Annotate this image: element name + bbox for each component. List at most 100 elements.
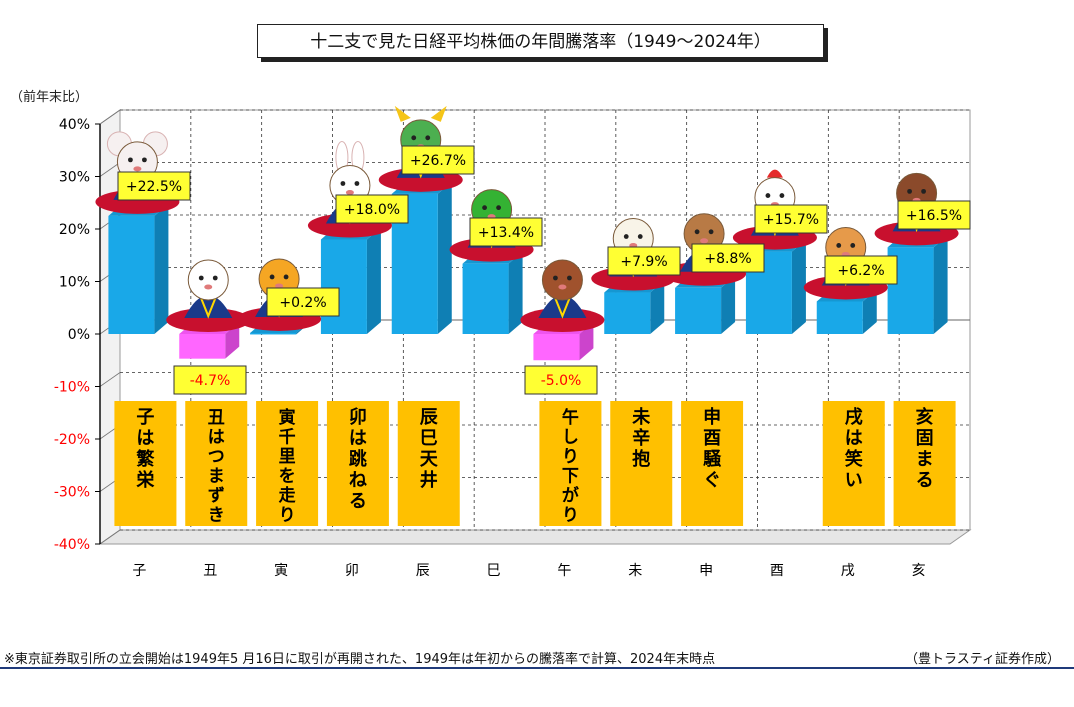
x-axis: 子丑寅卯辰巳午未申酉戌亥	[132, 562, 925, 579]
bar-side	[225, 322, 240, 359]
y-tick-label: 20%	[59, 222, 90, 238]
data-label-text: +22.5%	[126, 179, 182, 195]
head	[541, 259, 583, 301]
x-tick-label: 申	[699, 563, 713, 579]
bar-side	[933, 235, 948, 334]
data-label-text: +18.0%	[344, 202, 400, 218]
y-tick-label: -40%	[54, 537, 90, 553]
saying-box	[681, 401, 744, 526]
saying-box	[185, 401, 248, 526]
head	[187, 259, 229, 301]
y-tick-label: 30%	[59, 170, 90, 186]
data-label: -4.7%	[173, 365, 247, 395]
chart-title: 十二支で見た日経平均株価の年間騰落率（1949～2024年）	[257, 24, 824, 58]
data-label-text: -4.7%	[190, 373, 231, 389]
data-label-text: +6.2%	[837, 263, 884, 279]
bar	[462, 251, 523, 334]
bar-side	[579, 322, 594, 361]
footnote: ※東京証券取引所の立会開始は1949年5 月16日に取引が再開された、1949年…	[4, 652, 716, 667]
h-gridline-side	[99, 109, 121, 125]
data-label: +13.4%	[469, 217, 543, 247]
y-axis-unit: （前年末比）	[10, 90, 89, 105]
bar-side	[437, 181, 452, 334]
x-tick-label: 子	[132, 563, 146, 579]
x-tick-label: 未	[628, 563, 642, 579]
bar-front	[675, 287, 722, 334]
data-label-text: +0.2%	[279, 295, 326, 311]
saying-box	[893, 401, 956, 526]
data-label-box	[173, 365, 247, 395]
eye	[850, 243, 856, 248]
eye	[567, 275, 572, 281]
kimono	[184, 295, 233, 318]
x-tick-label: 酉	[770, 563, 784, 579]
data-label-box	[897, 200, 971, 230]
bar-side	[721, 275, 736, 334]
data-label-box	[607, 246, 681, 276]
saying-text: 午しり下がり	[562, 407, 579, 526]
y-axis: 40% 30% 20% 10% 0% -10% -20% -30% -40%	[54, 117, 101, 553]
eye	[694, 229, 700, 235]
sayings: 子は繁栄 丑はつまずき 寅千里を走り 卯は跳ねる 辰巳天井 午しり下がり 未辛抱 申酉騒ぐ 戌は…	[114, 401, 956, 526]
nose	[275, 283, 284, 289]
floor	[98, 529, 972, 545]
saying-box	[822, 401, 885, 526]
y-tick-label: -20%	[54, 432, 90, 448]
eye	[708, 229, 714, 235]
eye	[907, 188, 912, 194]
data-label: -5.0%	[524, 365, 598, 395]
saying-text: 寅千里を走り	[279, 407, 296, 526]
kimono	[538, 295, 587, 318]
bar-front	[816, 301, 863, 334]
eye	[637, 234, 643, 239]
data-label: +0.2%	[266, 287, 340, 317]
data-label-box	[691, 243, 765, 273]
eye	[921, 188, 926, 194]
data-label: +7.9%	[607, 246, 681, 276]
x-tick-label: 巳	[487, 563, 501, 579]
bar-front	[179, 334, 226, 359]
data-label: +6.2%	[824, 255, 898, 285]
eye	[779, 193, 785, 198]
data-label-text: +13.4%	[478, 225, 534, 241]
data-label: +26.7%	[401, 145, 475, 175]
bar-front	[604, 292, 651, 334]
comb	[766, 169, 783, 178]
bar-side	[791, 239, 806, 334]
data-label-text: +15.7%	[763, 212, 819, 228]
data-label: +22.5%	[117, 171, 191, 201]
nose	[133, 166, 142, 172]
bar-front	[108, 215, 155, 334]
eye	[482, 205, 487, 211]
saying-text: 未辛抱	[632, 407, 651, 470]
eye	[623, 234, 629, 239]
x-tick-label: 辰	[416, 563, 430, 579]
data-label-box	[266, 287, 340, 317]
bar-front	[533, 334, 580, 361]
nose	[345, 190, 354, 195]
y-tick-label: -30%	[54, 485, 90, 501]
eye	[283, 274, 289, 280]
cow-mascot	[166, 259, 251, 332]
nose	[558, 284, 567, 290]
x-tick-label: 丑	[203, 563, 217, 579]
eye	[836, 243, 842, 248]
x-tick-label: 午	[557, 563, 571, 579]
collar	[199, 295, 218, 319]
eye	[128, 157, 133, 163]
saying-text: 亥固まる	[916, 406, 934, 491]
saying-box	[326, 401, 389, 526]
bar-side	[508, 251, 523, 334]
saying-box	[256, 401, 319, 526]
footer-rule	[0, 667, 1074, 669]
y-tick-label: 40%	[59, 117, 90, 133]
source-note: （豊トラスティ証券作成）	[905, 652, 1060, 667]
y-tick-label: -10%	[54, 380, 90, 396]
data-label-text: +7.9%	[620, 254, 667, 270]
saying-box	[114, 401, 177, 526]
x-tick-label: 寅	[274, 562, 288, 579]
bar	[320, 227, 381, 334]
saying-text: 辰巳天井	[420, 407, 439, 491]
data-labels: +22.5% -4.7% +0.2% +18.0% +26.7% +13.4% -5.0% +…	[117, 145, 971, 395]
